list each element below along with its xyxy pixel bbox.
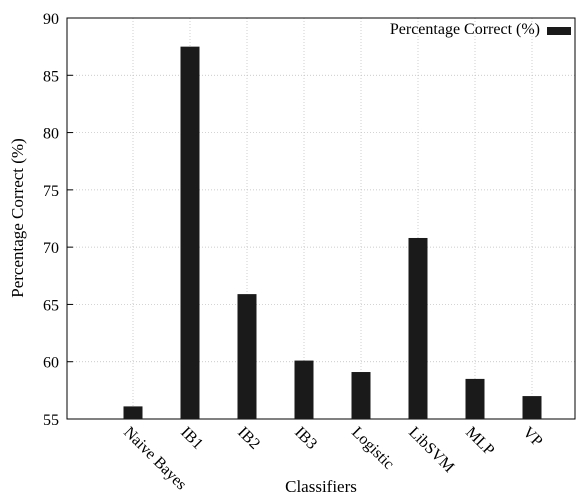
x-tick-label: LibSVM xyxy=(405,424,457,476)
bar xyxy=(465,378,485,419)
grid-lines xyxy=(67,17,575,420)
y-axis-label: Percentage Correct (%) xyxy=(8,138,27,298)
y-tick-label: 65 xyxy=(43,297,59,314)
y-tick-label: 60 xyxy=(43,355,59,372)
y-tick-label: 75 xyxy=(43,183,59,200)
x-tick-label: IB2 xyxy=(234,424,263,453)
bar xyxy=(294,360,314,419)
bar xyxy=(408,237,428,419)
legend-swatch xyxy=(547,27,571,35)
y-tick-label: 80 xyxy=(43,126,59,143)
legend: Percentage Correct (%) xyxy=(390,21,571,38)
bar xyxy=(522,396,542,419)
x-tick-label: MLP xyxy=(462,424,497,459)
y-tick-label: 85 xyxy=(43,68,59,85)
bar xyxy=(237,294,257,419)
bars xyxy=(123,46,542,420)
y-axis-ticks: 55 60 65 70 75 80 85 90 xyxy=(43,11,73,429)
y-tick-label: 70 xyxy=(43,240,59,257)
x-tick-label: IB3 xyxy=(291,424,320,453)
y-tick-label: 90 xyxy=(43,11,59,28)
bar xyxy=(351,372,371,419)
x-axis-label: Classifiers xyxy=(285,477,357,493)
bar xyxy=(180,46,200,420)
y-tick-label: 55 xyxy=(43,412,59,429)
x-tick-label: Logistic xyxy=(348,424,397,473)
legend-label: Percentage Correct (%) xyxy=(390,21,540,38)
x-tick-label: IB1 xyxy=(177,424,206,453)
x-tick-label: VP xyxy=(519,424,546,451)
plot-frame xyxy=(66,17,576,420)
bar xyxy=(123,406,143,419)
